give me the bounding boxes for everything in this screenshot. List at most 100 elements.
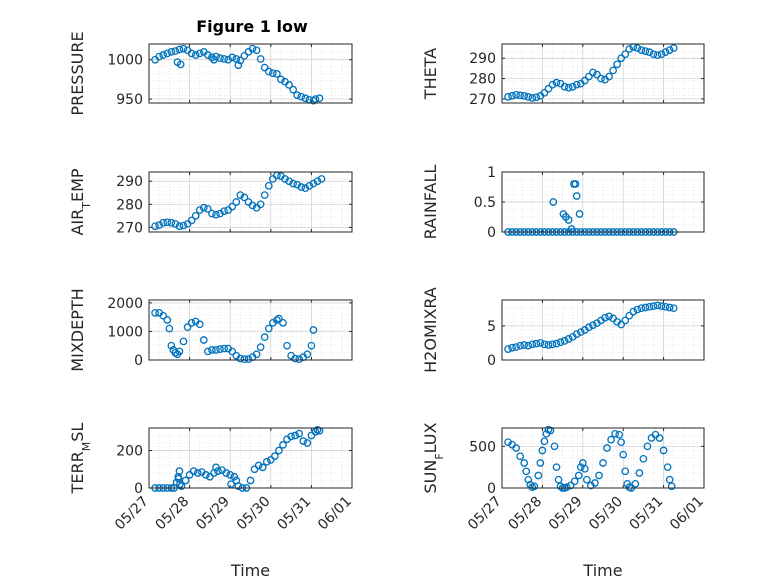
data-point bbox=[187, 49, 196, 58]
data-point bbox=[179, 221, 188, 230]
data-point bbox=[252, 46, 261, 55]
data-point bbox=[214, 467, 222, 475]
data-point bbox=[534, 471, 543, 480]
axes-box bbox=[148, 43, 353, 104]
data-point bbox=[240, 355, 249, 363]
subplot-air_temp: 270 280 290 AIRTEMP bbox=[68, 168, 353, 236]
data-point bbox=[264, 181, 273, 190]
data-point bbox=[641, 47, 650, 55]
data-point bbox=[234, 61, 243, 70]
data-point bbox=[264, 324, 273, 333]
y-tick-label: 0 bbox=[487, 225, 496, 241]
data-point bbox=[544, 84, 553, 93]
data-point bbox=[177, 482, 186, 490]
data-point bbox=[159, 311, 168, 320]
data-point bbox=[297, 183, 306, 191]
data-point bbox=[582, 475, 591, 484]
data-point bbox=[591, 479, 599, 487]
data-point bbox=[528, 340, 537, 349]
data-point bbox=[236, 56, 245, 65]
data-point bbox=[649, 302, 658, 310]
data-point bbox=[297, 92, 306, 101]
data-point bbox=[599, 459, 607, 467]
data-point bbox=[240, 193, 249, 202]
data-point bbox=[216, 345, 224, 353]
data-point bbox=[291, 431, 300, 440]
data-point bbox=[311, 95, 320, 103]
data-point bbox=[201, 471, 210, 479]
data-point bbox=[295, 355, 304, 363]
data-point bbox=[512, 343, 520, 351]
data-point bbox=[227, 480, 235, 489]
axes-box bbox=[148, 171, 353, 233]
data-point bbox=[252, 350, 261, 359]
data-point bbox=[307, 341, 316, 350]
data-point bbox=[260, 333, 269, 341]
data-point bbox=[291, 354, 300, 363]
data-point bbox=[155, 221, 163, 229]
data-point bbox=[530, 482, 539, 491]
data-point bbox=[639, 454, 648, 463]
data-point bbox=[250, 465, 259, 474]
x-tick-label: 05/27 bbox=[112, 494, 152, 534]
data-point bbox=[256, 343, 265, 351]
data-point bbox=[228, 202, 237, 211]
data-point bbox=[171, 47, 180, 55]
subplot-sun_flux: 0 500 SUNFLUX 05/27 05/28 05/29 05/30 05/31 06/0… bbox=[421, 422, 707, 580]
data-point bbox=[524, 341, 533, 350]
data-point bbox=[540, 88, 549, 97]
data-point bbox=[195, 206, 204, 214]
data-point bbox=[275, 446, 283, 455]
data-point bbox=[580, 76, 589, 85]
data-point bbox=[220, 207, 228, 216]
data-point bbox=[195, 320, 204, 329]
data-point bbox=[311, 427, 320, 436]
data-point bbox=[248, 44, 257, 53]
data-point bbox=[167, 48, 176, 56]
data-point bbox=[234, 482, 243, 490]
data-point bbox=[220, 55, 228, 63]
data-point bbox=[165, 324, 174, 333]
y-tick-label: 290 bbox=[116, 174, 143, 190]
data-point bbox=[254, 461, 263, 470]
data-point bbox=[536, 339, 545, 347]
data-point bbox=[575, 210, 584, 218]
data-point bbox=[568, 82, 577, 91]
data-point bbox=[195, 49, 204, 58]
data-point bbox=[210, 55, 218, 64]
x-tick-label: 05/31 bbox=[627, 494, 667, 534]
data-point bbox=[303, 439, 312, 447]
data-point bbox=[637, 304, 646, 313]
y-tick-label: 1 bbox=[487, 165, 496, 181]
data-point bbox=[605, 72, 613, 81]
data-point bbox=[566, 481, 575, 490]
data-point bbox=[520, 341, 529, 349]
data-point bbox=[159, 218, 168, 227]
data-point bbox=[520, 459, 529, 467]
data-point bbox=[301, 184, 310, 193]
data-point bbox=[176, 60, 185, 69]
data-point bbox=[159, 51, 168, 59]
y-axis-label: RAINFALL bbox=[421, 165, 440, 240]
y-tick-label: 200 bbox=[116, 444, 143, 460]
data-point bbox=[659, 446, 668, 455]
data-point bbox=[289, 179, 297, 188]
data-point bbox=[512, 444, 520, 452]
data-point bbox=[572, 330, 581, 338]
y-tick-label: 500 bbox=[469, 439, 496, 455]
data-point bbox=[540, 340, 549, 349]
y-tick-label: 2000 bbox=[107, 296, 143, 312]
data-point bbox=[625, 45, 634, 53]
data-point bbox=[258, 463, 267, 472]
data-point bbox=[260, 63, 269, 72]
y-tick-label: 1000 bbox=[107, 53, 143, 69]
data-point bbox=[163, 218, 172, 227]
data-point bbox=[667, 482, 676, 491]
data-point bbox=[564, 83, 573, 92]
data-point bbox=[208, 346, 216, 354]
data-point bbox=[556, 338, 565, 347]
data-point bbox=[601, 313, 609, 322]
x-tick-label: 05/30 bbox=[234, 494, 274, 534]
data-point bbox=[208, 53, 216, 62]
data-point bbox=[548, 340, 557, 349]
